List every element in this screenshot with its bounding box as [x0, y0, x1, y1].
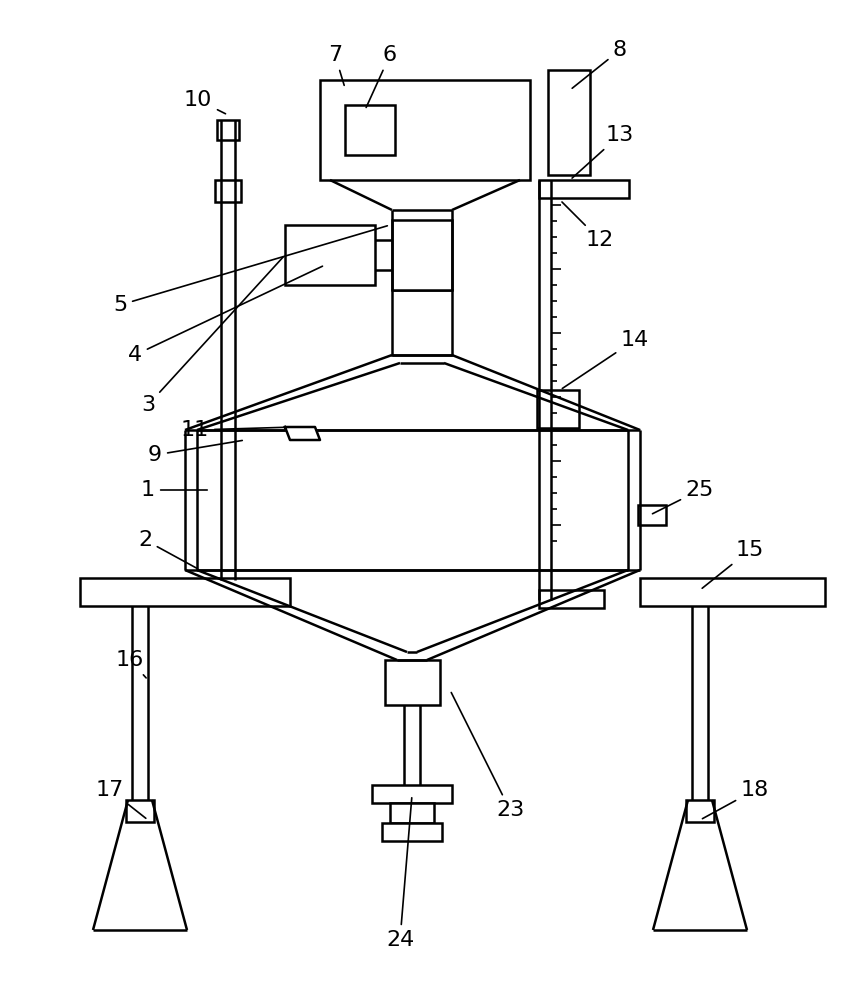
Text: 2: 2 [138, 530, 198, 569]
Text: 9: 9 [148, 440, 242, 465]
Bar [539, 180, 629, 198]
Bar [215, 180, 241, 202]
Text: 6: 6 [366, 45, 397, 107]
Bar [686, 800, 714, 822]
Text: 12: 12 [562, 202, 614, 250]
Text: 7: 7 [328, 45, 344, 85]
Bar [390, 803, 434, 823]
Text: 24: 24 [386, 798, 414, 950]
Bar [285, 225, 375, 285]
Text: 1: 1 [141, 480, 207, 500]
Bar [392, 220, 452, 290]
Text: 15: 15 [702, 540, 764, 588]
Text: 5: 5 [113, 226, 387, 315]
Bar [217, 120, 239, 140]
Text: 23: 23 [451, 692, 524, 820]
Text: 25: 25 [652, 480, 715, 514]
Text: 11: 11 [181, 420, 292, 440]
Bar [385, 660, 440, 705]
Bar [372, 785, 452, 803]
Text: 18: 18 [702, 780, 769, 819]
Bar [638, 505, 666, 525]
Bar [126, 800, 154, 822]
Bar [320, 80, 530, 180]
Text: 4: 4 [128, 266, 322, 365]
Text: 13: 13 [572, 125, 634, 178]
Bar [537, 390, 579, 428]
Polygon shape [285, 427, 320, 440]
Bar [345, 105, 395, 155]
Text: 14: 14 [562, 330, 649, 388]
Text: 16: 16 [116, 650, 146, 678]
Text: 8: 8 [572, 40, 627, 88]
Bar [640, 578, 825, 606]
Text: 3: 3 [141, 257, 283, 415]
Text: 17: 17 [96, 780, 146, 818]
Bar [548, 70, 590, 175]
Bar [80, 578, 290, 606]
Text: 10: 10 [184, 90, 226, 114]
Bar [392, 290, 452, 355]
Bar [539, 590, 604, 608]
Bar [382, 823, 442, 841]
